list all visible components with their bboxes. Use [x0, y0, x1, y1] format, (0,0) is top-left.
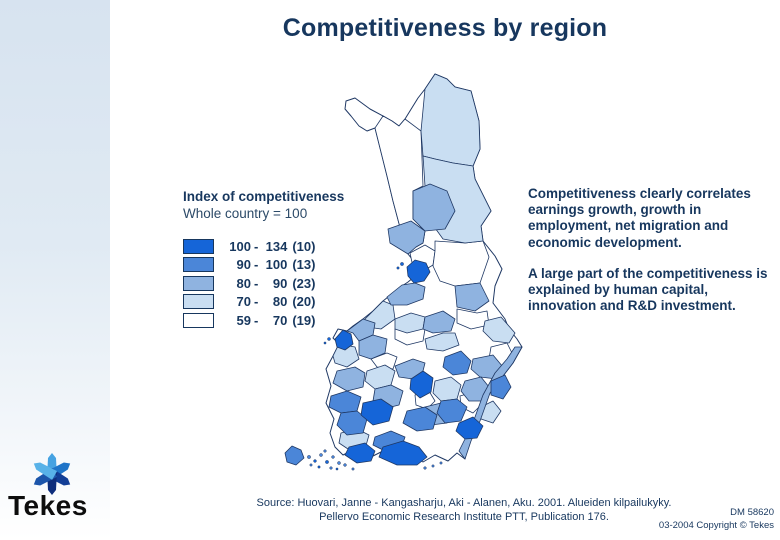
- island-dot: [317, 465, 321, 469]
- island-dot: [323, 341, 327, 345]
- island-dot: [329, 466, 333, 470]
- map-region: [334, 329, 354, 351]
- finland-map-svg: [284, 73, 523, 477]
- source-line-2: Pellervo Economic Research Institute PTT…: [319, 510, 609, 523]
- legend-item-label: 80-90 (23): [236, 275, 316, 291]
- legend-item-label: 70-80 (20): [236, 294, 316, 310]
- page-title: Competitiveness by region: [282, 14, 608, 42]
- tekes-logo-wordmark: Tekes: [8, 490, 88, 521]
- body-paragraph-2: A large part of the competitiveness is e…: [528, 265, 768, 314]
- legend-rows: 100-134 (10) 90-100 (13) 80-90 (23) 70-80 (20) 5…: [183, 238, 393, 329]
- island-dot: [319, 453, 323, 457]
- map-region: [358, 334, 388, 360]
- island-dot: [327, 337, 331, 341]
- body-text: Competitiveness clearly correlates earni…: [528, 186, 774, 329]
- legend-item-label: 90-100 (13): [236, 257, 316, 273]
- map-region: [454, 282, 490, 312]
- dm-number: DM 58620: [730, 507, 774, 518]
- island-dot: [396, 266, 400, 270]
- map-region: [420, 73, 481, 167]
- legend-swatch: [183, 294, 214, 310]
- legend-swatch: [183, 238, 214, 254]
- map-region: [370, 352, 398, 370]
- island-dot: [351, 467, 355, 471]
- map-region: [387, 220, 426, 255]
- island-dot: [323, 449, 327, 453]
- island-dot: [307, 455, 311, 459]
- map-region: [436, 398, 468, 424]
- legend-item: 59-70 (19): [183, 312, 393, 329]
- island-dot: [400, 262, 404, 266]
- map-region: [284, 445, 305, 466]
- legend-item: 80-90 (23): [183, 275, 393, 292]
- map-region: [412, 183, 456, 232]
- copyright-line: 03-2004 Copyright © Tekes: [658, 519, 774, 531]
- map-region: [422, 310, 456, 334]
- legend-title: Index of competitiveness: [183, 189, 345, 204]
- legend-swatch: [183, 312, 214, 328]
- legend-item-label: 100-134 (10): [229, 238, 316, 254]
- island-dot: [309, 463, 313, 467]
- legend-item: 70-80 (20): [183, 294, 393, 311]
- sidebar-gradient-bar: [0, 0, 110, 540]
- legend-item: 90-100 (13): [183, 257, 393, 274]
- finland-map: [275, 70, 525, 477]
- island-dot: [431, 464, 435, 468]
- legend-swatch: [183, 275, 214, 291]
- map-region: [386, 282, 426, 306]
- island-dot: [343, 463, 347, 467]
- map-region: [455, 416, 484, 440]
- map-region: [344, 442, 376, 464]
- map-region: [336, 410, 368, 436]
- map-region: [409, 370, 434, 399]
- legend-subtitle: Whole country = 100: [183, 206, 308, 221]
- source-citation: Source: Huovari, Janne - Kangasharju, Ak…: [150, 497, 778, 525]
- map-region: [442, 350, 472, 376]
- island-dot: [331, 455, 335, 459]
- map-region: [378, 440, 428, 466]
- map-region: [406, 259, 431, 284]
- island-dot: [325, 460, 329, 464]
- body-paragraph-1: Competitiveness clearly correlates earni…: [528, 186, 751, 250]
- map-region: [332, 366, 366, 392]
- legend-item-label: 59-70 (19): [236, 312, 316, 328]
- document-meta: DM 58620 03-2004 Copyright © Tekes: [659, 507, 774, 533]
- map-region: [432, 240, 490, 287]
- tekes-star-icon: [26, 450, 78, 498]
- island-dot: [313, 459, 317, 463]
- island-dot: [423, 466, 427, 470]
- star-arm: [33, 462, 58, 480]
- island-dot: [439, 461, 443, 465]
- legend: Index of competitiveness Whole country =…: [183, 189, 393, 331]
- legend-swatch: [183, 257, 214, 273]
- map-region: [490, 374, 512, 400]
- island-dot: [335, 467, 339, 471]
- map-region: [424, 332, 460, 352]
- map-region: [360, 398, 394, 426]
- source-line-1: Source: Huovari, Janne - Kangasharju, Ak…: [256, 497, 672, 509]
- legend-item: 100-134 (10): [183, 238, 393, 255]
- island-dot: [337, 461, 341, 465]
- map-region: [482, 316, 516, 344]
- map-region: [402, 406, 438, 432]
